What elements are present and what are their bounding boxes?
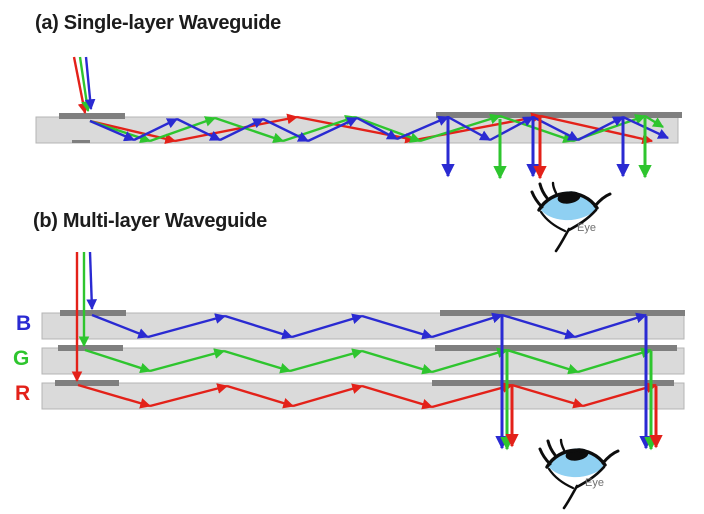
grating-strip: [72, 140, 90, 143]
red-ray-segment: [431, 382, 514, 409]
grating-strip: [440, 310, 685, 316]
blue-ray-segment: [574, 312, 648, 339]
green-ray-segment: [431, 347, 509, 374]
green-ray-segment: [644, 114, 664, 129]
blue-ray-segment: [501, 313, 577, 340]
blue-ray-segment: [577, 115, 624, 142]
green-ray-segment: [282, 114, 357, 143]
blue-ray-segment: [219, 117, 264, 142]
grating-strip: [432, 380, 674, 386]
blue-ray-segment: [356, 116, 398, 141]
red-ray-segment: [174, 113, 299, 143]
green-ray-segment: [149, 116, 217, 143]
red-ray-segment: [361, 384, 434, 410]
blue-ray-segment: [489, 115, 534, 142]
blue-ray-segment: [262, 117, 309, 143]
eye-icon: [538, 438, 620, 510]
blue-ray-segment: [224, 314, 294, 340]
red-ray-segment: [226, 384, 295, 409]
green-ray-segment: [354, 115, 422, 143]
panel-a: [35, 56, 682, 253]
eye-icon: [530, 181, 612, 253]
blue-ray-segment: [291, 313, 364, 339]
green-ray-segment: [289, 348, 364, 373]
red-ray-segment: [540, 114, 654, 145]
blue-ray-segment: [147, 313, 227, 339]
panel-a-title: (a) Single-layer Waveguide: [35, 12, 281, 34]
red-ray-segment: [77, 383, 152, 409]
green-ray-segment: [419, 113, 502, 143]
eye-label: Eye: [585, 477, 604, 489]
grating-strip: [58, 345, 123, 351]
blue-ray-segment: [447, 115, 491, 142]
grating-strip: [435, 345, 677, 351]
green-ray-segment: [149, 348, 226, 373]
green-ray-segment: [499, 114, 575, 143]
blue-ray-segment: [176, 117, 221, 142]
eye-label: Eye: [577, 222, 596, 234]
blue-ray-segment: [307, 116, 358, 143]
layer-label-red: R: [15, 382, 31, 405]
red-ray-segment: [149, 383, 229, 408]
blue-ray-segment: [91, 313, 150, 339]
red-ray-segment: [511, 383, 585, 409]
grating-strip: [59, 113, 125, 119]
grating-strip: [55, 380, 119, 386]
blue-ray-segment: [361, 314, 434, 340]
green-ray-segment: [577, 347, 653, 374]
blue-ray-segment: [431, 312, 504, 339]
layer-label-green: G: [13, 347, 30, 370]
green-ray-segment: [361, 349, 434, 375]
grating-strip: [60, 310, 126, 316]
blue-input-arrow: [86, 251, 98, 311]
grating-strip: [436, 112, 682, 118]
green-ray-segment: [506, 348, 580, 375]
red-ray-segment: [582, 382, 658, 408]
layer-label-blue: B: [16, 312, 32, 335]
blue-ray-segment: [396, 115, 449, 141]
green-ray-segment: [84, 348, 152, 374]
blue-ray-segment: [89, 119, 135, 142]
green-ray-segment: [214, 116, 285, 144]
blue-ray-segment: [133, 117, 178, 142]
green-ray-segment: [223, 349, 292, 374]
red-ray-segment: [292, 383, 364, 408]
panel-b-title: (b) Multi-layer Waveguide: [33, 210, 268, 232]
blue-input-arrow: [84, 56, 96, 111]
panel-b: [41, 251, 685, 510]
